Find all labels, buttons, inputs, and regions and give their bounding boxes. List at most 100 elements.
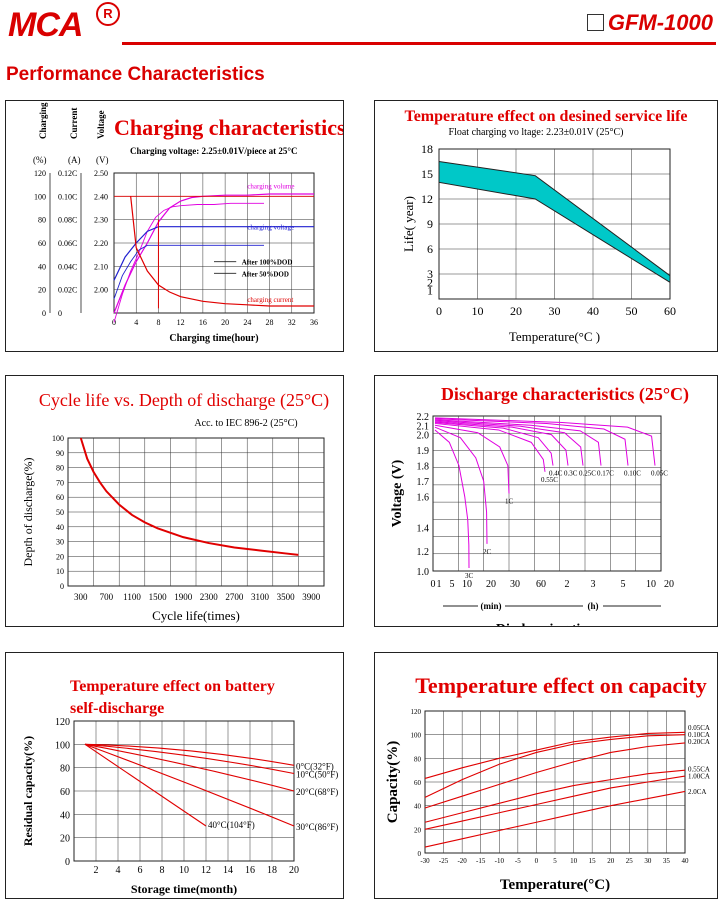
series-line: [130, 196, 314, 307]
y-tick-voltage: 2.20: [94, 239, 108, 248]
x-axis-label: Storage time(month): [131, 882, 237, 896]
x-axis-label: Temperature(°C ): [509, 329, 600, 344]
checkbox-icon: [586, 14, 604, 31]
x-tick-label: -30: [420, 857, 430, 865]
x-tick-label: 2300: [200, 592, 219, 602]
series-label: 40°C(104°F): [208, 820, 255, 830]
series-line: [434, 420, 584, 466]
x-tick-label: 36: [310, 318, 318, 327]
plot-frame: [432, 415, 662, 572]
x-tick-label: 0: [431, 579, 436, 590]
series-line: [434, 417, 656, 466]
x-tick-label: 12: [201, 865, 211, 876]
series-label: 1.00CA: [688, 772, 710, 780]
x-tick-label: 2: [565, 579, 570, 590]
y-tick-label: 1.7: [417, 477, 430, 488]
series-line: [84, 743, 207, 827]
x-tick-label: 40: [682, 857, 690, 865]
series-line: [434, 424, 510, 494]
series-line: [113, 193, 314, 314]
axis-title-volume: Charging Volume: [38, 101, 48, 139]
x-tick-label: 0: [436, 304, 442, 318]
series-label: 2C: [483, 548, 492, 556]
y-tick-label: 0: [60, 582, 64, 591]
y-tick-current: 0.02C: [58, 286, 77, 295]
chart-title: Temperature effect on desined service li…: [404, 108, 687, 125]
chart-title: Cycle life vs. Depth of discharge (25°C): [39, 390, 329, 411]
series-label: 2.0CA: [688, 788, 706, 796]
x-tick-label: 0: [112, 318, 116, 327]
y-tick-volume: 60: [38, 239, 46, 248]
x-tick-label: 60: [536, 579, 546, 590]
series-line: [434, 418, 629, 466]
series-label: 0.3C: [564, 470, 578, 478]
series-label: 0.20CA: [688, 738, 710, 746]
series-line: [434, 419, 602, 466]
chart-title: Charging characteristics: [114, 115, 343, 140]
series-line: [434, 426, 488, 544]
y-tick-volume: 80: [38, 216, 46, 225]
y-tick-voltage: 2.30: [94, 216, 108, 225]
self-discharge-panel: Temperature effect on battery self-disch…: [5, 652, 344, 899]
y-tick-label: 1.4: [417, 524, 430, 535]
y-tick-label: 40: [60, 810, 70, 821]
series-label: 0.10CA: [688, 731, 710, 739]
series-line: [434, 421, 569, 466]
y-tick-label: 60: [60, 787, 70, 798]
y-tick-label: 30: [56, 538, 64, 547]
series-label: 0.05CA: [688, 724, 710, 732]
y-tick-label: 1.6: [417, 493, 430, 504]
x-axis-label: Charging time(hour): [169, 333, 258, 344]
y-tick-label: 18: [421, 142, 433, 156]
series-line: [84, 743, 295, 766]
y-tick-label: 6: [427, 242, 433, 256]
y-tick-current: 0.10C: [58, 192, 77, 201]
y-tick-label: 20: [414, 826, 422, 834]
y-tick-label: 90: [56, 449, 64, 458]
y-tick-volume: 100: [34, 192, 46, 201]
x-tick-label: 20: [289, 865, 299, 876]
x-tick-label: 8: [156, 318, 160, 327]
y-tick-label: 120: [411, 708, 422, 716]
charging-panel: Charging Volume Current Voltage Charging…: [5, 71, 346, 352]
y-axis-label: Residual capacity(%): [21, 736, 35, 846]
axis-title-current: Current: [69, 108, 79, 139]
series-label: 1C: [505, 498, 514, 506]
y-tick-voltage: 2.40: [94, 192, 108, 201]
registered-mark: R: [96, 2, 120, 26]
x-tick-label: 30: [510, 579, 520, 590]
y-tick-label: 15: [421, 167, 433, 181]
y-tick-current: 0.12C: [58, 169, 77, 178]
x-tick-label: 1: [437, 579, 442, 590]
x-tick-label: -10: [495, 857, 505, 865]
y-tick-label: 0: [65, 857, 70, 868]
series-label: 30°C(86°F): [296, 822, 338, 832]
x-unit-label: (h): [588, 601, 599, 611]
y-tick-label: 1.9: [417, 446, 430, 457]
x-tick-label: 16: [245, 865, 255, 876]
y-tick-label: 100: [52, 434, 64, 443]
x-tick-label: 5: [450, 579, 455, 590]
series-line: [424, 769, 686, 823]
life-band: [438, 160, 671, 284]
series-line: [424, 790, 686, 848]
x-tick-label: 10: [646, 579, 656, 590]
chart-title-line1: Temperature effect on battery: [70, 678, 275, 695]
axis-unit: (V): [96, 155, 109, 165]
x-tick-label: 3: [591, 579, 596, 590]
x-unit-label: (min): [481, 601, 502, 611]
x-tick-label: 10: [472, 304, 484, 318]
self-discharge-chart: Temperature effect on battery self-disch…: [21, 678, 338, 896]
y-tick-voltage: 2.00: [94, 286, 108, 295]
x-tick-label: -25: [439, 857, 449, 865]
service-life-chart: Temperature effect on desined service li…: [401, 108, 688, 344]
y-axis-label: Depth of discharge(%): [21, 457, 35, 566]
y-tick-label: 12: [421, 192, 433, 206]
series-label: charging volume: [247, 182, 294, 190]
x-axis-label: Discharging time: [496, 622, 598, 626]
discharge-chart: Discharge characteristics (25°C) 1.0 1.2 1…: [390, 384, 689, 637]
x-axis-label: Cycle life(times): [152, 608, 240, 623]
series-label: 3C: [465, 572, 474, 580]
chart-title: Discharge characteristics (25°C): [441, 384, 689, 405]
y-axis-label: Capacity(%): [385, 741, 401, 824]
